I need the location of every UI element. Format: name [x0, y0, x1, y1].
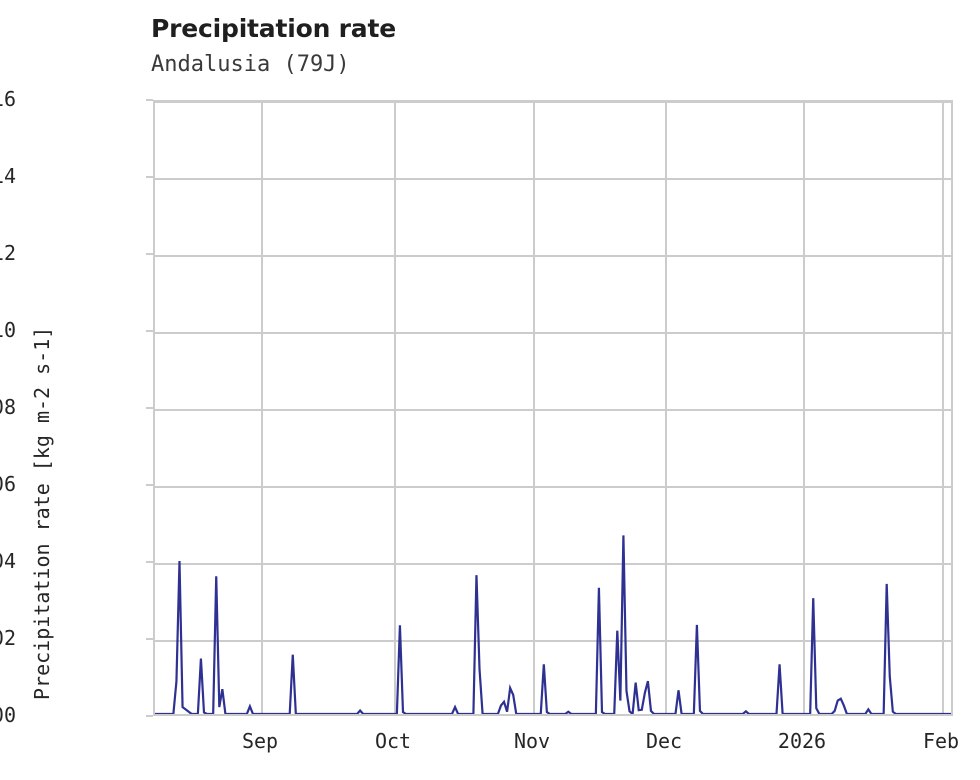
gridline-horizontal	[155, 332, 951, 334]
y-axis-tick-label: 0.012	[0, 241, 16, 265]
gridline-vertical	[665, 102, 667, 714]
y-axis-tick-mark	[146, 407, 153, 409]
y-axis-tick-label: 0.000	[0, 703, 16, 727]
series-line-path	[155, 535, 951, 714]
y-axis-tick-mark	[146, 99, 153, 101]
gridline-horizontal	[155, 102, 951, 103]
gridline-horizontal	[155, 409, 951, 411]
y-axis-tick-label: 0.010	[0, 318, 16, 342]
y-axis-tick-mark	[146, 561, 153, 563]
y-axis-tick-mark	[146, 484, 153, 486]
x-axis-tick-label: Oct	[374, 729, 412, 753]
y-axis-tick-label: 0.008	[0, 395, 16, 419]
gridline-vertical	[261, 102, 263, 714]
gridline-vertical	[942, 102, 944, 714]
gridline-horizontal	[155, 640, 951, 642]
y-axis-tick-label: 0.014	[0, 164, 16, 188]
gridline-horizontal	[155, 178, 951, 180]
gridline-vertical	[533, 102, 535, 714]
precipitation-series	[155, 102, 951, 714]
gridline-horizontal	[155, 255, 951, 257]
y-axis-tick-mark	[146, 330, 153, 332]
y-axis-tick-label: 0.002	[0, 626, 16, 650]
gridline-vertical	[803, 102, 805, 714]
y-axis-tick-label: 0.006	[0, 472, 16, 496]
y-axis-tick-mark	[146, 638, 153, 640]
y-axis-tick-mark	[146, 176, 153, 178]
x-axis-tick-label: Dec	[645, 729, 683, 753]
y-axis-tick-label: 0.016	[0, 87, 16, 111]
x-axis-tick-label: Feb	[922, 729, 960, 753]
x-axis-tick-label: Sep	[241, 729, 279, 753]
y-axis-tick-mark	[146, 715, 153, 717]
x-axis-tick-label: 2026	[777, 729, 827, 753]
gridline-horizontal	[155, 563, 951, 565]
plot-area	[153, 100, 953, 716]
y-axis-label: Precipitation rate [kg m-2 s-1]	[30, 326, 54, 700]
gridline-horizontal	[155, 486, 951, 488]
page-title: Precipitation rate	[151, 14, 396, 43]
gridline-vertical	[394, 102, 396, 714]
y-axis-label-container: Precipitation rate [kg m-2 s-1]	[0, 0, 54, 780]
x-axis-tick-label: Nov	[513, 729, 551, 753]
y-axis-tick-label: 0.004	[0, 549, 16, 573]
chart-subtitle: Andalusia (79J)	[151, 52, 350, 77]
y-axis-tick-mark	[146, 253, 153, 255]
